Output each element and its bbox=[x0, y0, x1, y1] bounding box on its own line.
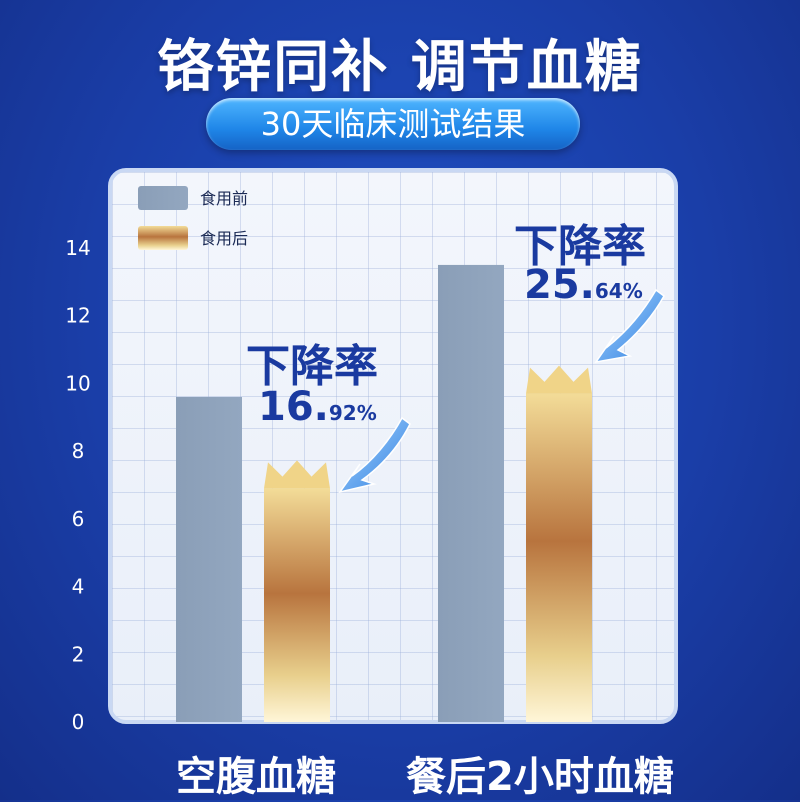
bar-before bbox=[438, 264, 504, 722]
bar-after bbox=[264, 488, 330, 722]
y-tick-label: 0 bbox=[72, 710, 85, 734]
decline-value-small: 64% bbox=[594, 279, 643, 303]
crown-icon bbox=[526, 365, 592, 394]
bar-before bbox=[176, 396, 242, 722]
decline-value-main: 25. bbox=[524, 262, 595, 308]
subtitle-pill: 30天临床测试结果 bbox=[206, 98, 580, 150]
crown-icon bbox=[264, 460, 330, 489]
category-label-postmeal: 餐后2小时血糖 bbox=[406, 754, 674, 800]
decline-label-fasting: 下降率 bbox=[246, 341, 378, 392]
arrow-icon bbox=[594, 288, 665, 364]
decline-label-postmeal: 下降率 bbox=[514, 221, 646, 272]
y-tick-label: 8 bbox=[72, 439, 85, 463]
y-tick-label: 10 bbox=[65, 371, 90, 395]
legend-label-before: 食用前 bbox=[200, 189, 248, 208]
legend-swatch-before bbox=[138, 186, 188, 210]
decline-value-fasting: 16.92% bbox=[258, 384, 377, 430]
legend-swatch-after bbox=[138, 226, 188, 250]
y-tick-label: 6 bbox=[72, 507, 85, 531]
y-tick-label: 12 bbox=[65, 304, 90, 328]
decline-value-small: 92% bbox=[328, 401, 377, 425]
bar-after bbox=[526, 393, 592, 722]
y-tick-label: 2 bbox=[72, 642, 85, 666]
page-title: 铬锌同补 调节血糖 bbox=[157, 35, 643, 100]
y-tick-label: 4 bbox=[72, 575, 85, 599]
legend-label-after: 食用后 bbox=[200, 229, 248, 248]
arrow-icon bbox=[338, 416, 411, 494]
decline-value-postmeal: 25.64% bbox=[524, 262, 643, 308]
y-tick-label: 14 bbox=[65, 236, 90, 260]
decline-value-main: 16. bbox=[258, 384, 329, 430]
category-label-fasting: 空腹血糖 bbox=[176, 754, 336, 800]
